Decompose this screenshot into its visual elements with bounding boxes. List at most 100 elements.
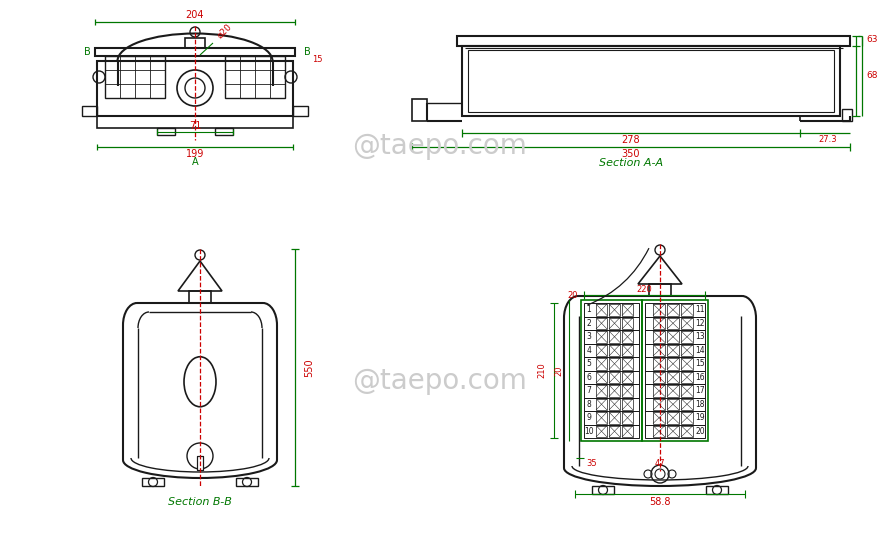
Bar — [622, 304, 633, 316]
Bar — [584, 316, 639, 330]
Bar — [681, 358, 693, 369]
Bar — [584, 344, 639, 357]
Bar — [667, 426, 679, 437]
Bar — [236, 478, 258, 486]
Text: 20: 20 — [554, 365, 564, 376]
Bar — [667, 345, 679, 356]
Text: 2: 2 — [587, 319, 591, 327]
Bar — [584, 357, 639, 370]
Bar — [581, 300, 642, 441]
Bar — [653, 385, 665, 397]
Bar — [622, 345, 633, 356]
Text: 63: 63 — [866, 34, 877, 43]
Bar — [622, 331, 633, 343]
Bar — [681, 317, 693, 329]
Text: 1: 1 — [587, 305, 591, 314]
Bar — [596, 426, 607, 437]
Bar — [82, 106, 97, 116]
Bar — [645, 398, 705, 411]
Bar — [645, 344, 705, 357]
Text: ø20: ø20 — [216, 22, 234, 40]
Text: 12: 12 — [695, 319, 705, 327]
Bar — [457, 36, 850, 46]
Bar — [584, 370, 639, 384]
Bar — [609, 371, 620, 383]
Bar — [462, 46, 840, 116]
Text: 71: 71 — [189, 121, 201, 131]
Bar — [596, 304, 607, 316]
Bar — [142, 478, 164, 486]
Text: 199: 199 — [186, 149, 204, 159]
Bar — [596, 331, 607, 343]
Bar — [609, 426, 620, 437]
Bar — [622, 385, 633, 397]
Bar — [215, 128, 233, 135]
Text: 17: 17 — [695, 386, 705, 395]
Bar — [157, 128, 175, 135]
Bar — [97, 61, 293, 116]
Bar — [653, 426, 665, 437]
Text: 7: 7 — [587, 386, 591, 395]
Bar — [197, 456, 203, 470]
Text: 47: 47 — [655, 459, 665, 468]
Bar — [645, 330, 705, 344]
Bar — [681, 412, 693, 423]
Bar — [584, 398, 639, 411]
Text: 15: 15 — [695, 359, 705, 368]
Bar — [645, 370, 705, 384]
Text: B: B — [84, 47, 91, 57]
Bar — [609, 398, 620, 410]
Bar — [681, 331, 693, 343]
Bar — [584, 303, 639, 316]
Text: 6: 6 — [587, 373, 591, 382]
Bar — [645, 316, 705, 330]
Bar — [293, 106, 308, 116]
Bar — [622, 358, 633, 369]
Bar — [645, 384, 705, 398]
Text: 15: 15 — [312, 55, 322, 63]
Bar — [609, 358, 620, 369]
Text: 14: 14 — [695, 346, 705, 355]
Bar — [667, 371, 679, 383]
Bar — [681, 304, 693, 316]
Text: 8: 8 — [587, 400, 591, 409]
Text: Section A-A: Section A-A — [599, 158, 663, 168]
Bar — [95, 48, 295, 56]
Bar — [412, 99, 427, 121]
Bar — [653, 345, 665, 356]
Text: @taepo.com: @taepo.com — [352, 367, 528, 395]
Bar — [622, 317, 633, 329]
Bar — [622, 412, 633, 423]
Text: 10: 10 — [584, 427, 594, 436]
Text: 13: 13 — [695, 332, 705, 341]
Bar — [609, 345, 620, 356]
Text: 27.3: 27.3 — [818, 136, 837, 145]
Bar — [609, 317, 620, 329]
Text: 550: 550 — [304, 358, 314, 377]
Text: 5: 5 — [587, 359, 591, 368]
Bar — [667, 385, 679, 397]
Bar — [681, 426, 693, 437]
Bar — [653, 304, 665, 316]
Text: 18: 18 — [695, 400, 705, 409]
Bar — [584, 384, 639, 398]
Bar — [681, 385, 693, 397]
Bar — [225, 56, 285, 98]
Bar — [105, 56, 165, 98]
Text: 4: 4 — [587, 346, 591, 355]
Text: B: B — [304, 47, 310, 57]
Text: 16: 16 — [695, 373, 705, 382]
Bar — [468, 50, 834, 112]
Text: 204: 204 — [186, 10, 204, 20]
Bar — [653, 317, 665, 329]
Text: 220: 220 — [637, 285, 652, 294]
Bar — [622, 398, 633, 410]
Bar — [622, 371, 633, 383]
Bar — [681, 345, 693, 356]
Text: 9: 9 — [587, 413, 591, 422]
Bar — [596, 371, 607, 383]
Bar — [584, 330, 639, 344]
Bar — [645, 357, 705, 370]
Text: @taepo.com: @taepo.com — [352, 132, 528, 160]
Bar — [596, 317, 607, 329]
